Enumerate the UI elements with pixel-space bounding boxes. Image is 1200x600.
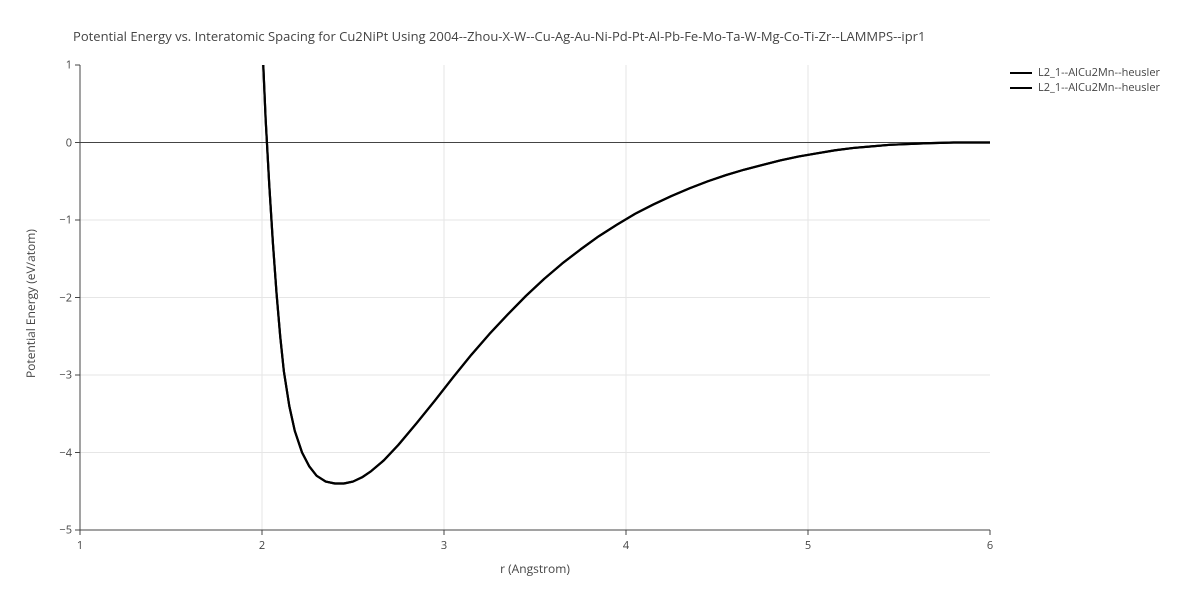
x-tick-label: 2	[259, 538, 265, 553]
y-axis-label: Potential Energy (eV/atom)	[22, 229, 39, 378]
x-tick-label: 6	[987, 538, 993, 553]
x-tick-label: 3	[441, 538, 447, 553]
x-tick-label: 1	[77, 538, 83, 553]
legend-label: L2_1--AlCu2Mn--heusler	[1038, 80, 1160, 95]
y-tick-label: −1	[59, 213, 72, 228]
y-tick-label: 1	[66, 58, 72, 73]
legend-item[interactable]: L2_1--AlCu2Mn--heusler	[1010, 65, 1160, 80]
legend-swatch	[1010, 87, 1032, 89]
y-tick-label: −2	[59, 290, 72, 305]
y-tick-label: −5	[59, 523, 72, 538]
y-tick-label: 0	[66, 135, 72, 150]
legend-item[interactable]: L2_1--AlCu2Mn--heusler	[1010, 80, 1160, 95]
x-tick-label: 5	[805, 538, 811, 553]
legend-swatch	[1010, 72, 1032, 74]
y-tick-label: −4	[59, 445, 72, 460]
legend[interactable]: L2_1--AlCu2Mn--heuslerL2_1--AlCu2Mn--heu…	[1010, 65, 1160, 95]
legend-label: L2_1--AlCu2Mn--heusler	[1038, 65, 1160, 80]
y-tick-label: −3	[59, 368, 72, 383]
x-tick-label: 4	[623, 538, 629, 553]
x-axis-label: r (Angstrom)	[500, 560, 570, 577]
chart-container: Potential Energy vs. Interatomic Spacing…	[0, 0, 1200, 600]
